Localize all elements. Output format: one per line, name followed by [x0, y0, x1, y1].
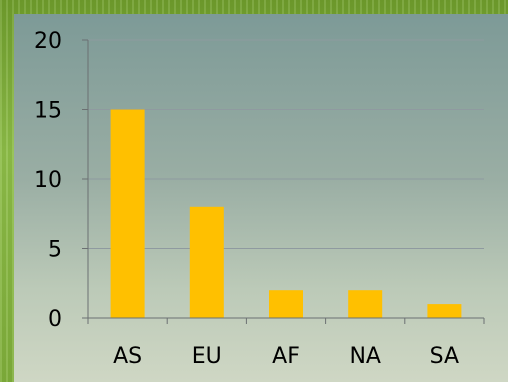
x-tick-label-eu: EU: [192, 344, 222, 369]
bar-eu: [189, 206, 224, 318]
bars: [110, 109, 462, 318]
y-tick-label: 10: [34, 168, 62, 193]
bar-as: [110, 109, 145, 318]
x-tick-label-sa: SA: [430, 344, 459, 369]
bar-sa: [427, 304, 462, 318]
gridlines: [88, 39, 484, 249]
y-tick-label: 0: [48, 307, 62, 332]
axes: [82, 39, 485, 324]
x-tick-label-as: AS: [113, 344, 142, 369]
x-tick-label-na: NA: [349, 344, 381, 369]
y-tick-label: 15: [34, 99, 62, 124]
chart-panel: [14, 14, 508, 382]
y-tick-label: 20: [34, 29, 62, 54]
y-tick-label: 5: [48, 238, 62, 263]
x-tick-label-af: AF: [272, 344, 300, 369]
bar-af: [269, 290, 303, 318]
y-axis-tick-labels: 0 5 10 15 20: [34, 29, 62, 332]
bar-na: [348, 290, 383, 318]
x-axis-tick-labels: AS EU AF NA SA: [113, 344, 459, 369]
